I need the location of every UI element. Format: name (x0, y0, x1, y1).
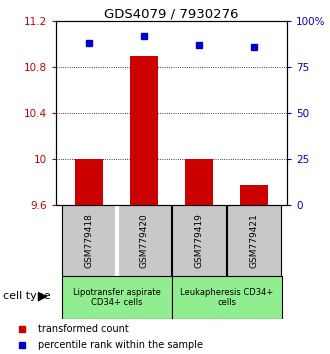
Text: transformed count: transformed count (38, 324, 129, 333)
Bar (172, 276, 281, 319)
Bar (62, 276, 172, 319)
Text: cell type: cell type (3, 291, 51, 301)
Bar (227, 205, 281, 276)
Text: Lipotransfer aspirate
CD34+ cells: Lipotransfer aspirate CD34+ cells (73, 288, 160, 307)
Text: GSM779418: GSM779418 (84, 213, 94, 268)
Bar (240, 184, 268, 205)
Bar (75, 159, 103, 205)
Text: percentile rank within the sample: percentile rank within the sample (38, 340, 203, 350)
Text: ▶: ▶ (38, 289, 48, 302)
Title: GDS4079 / 7930276: GDS4079 / 7930276 (104, 7, 239, 20)
Text: GSM779421: GSM779421 (249, 213, 259, 268)
Text: GSM779420: GSM779420 (140, 213, 148, 268)
Bar (185, 159, 213, 205)
Bar (172, 205, 226, 276)
Text: Leukapheresis CD34+
cells: Leukapheresis CD34+ cells (180, 288, 273, 307)
Bar (130, 56, 158, 205)
Text: GSM779419: GSM779419 (195, 213, 204, 268)
Bar (117, 205, 171, 276)
Bar (62, 205, 116, 276)
